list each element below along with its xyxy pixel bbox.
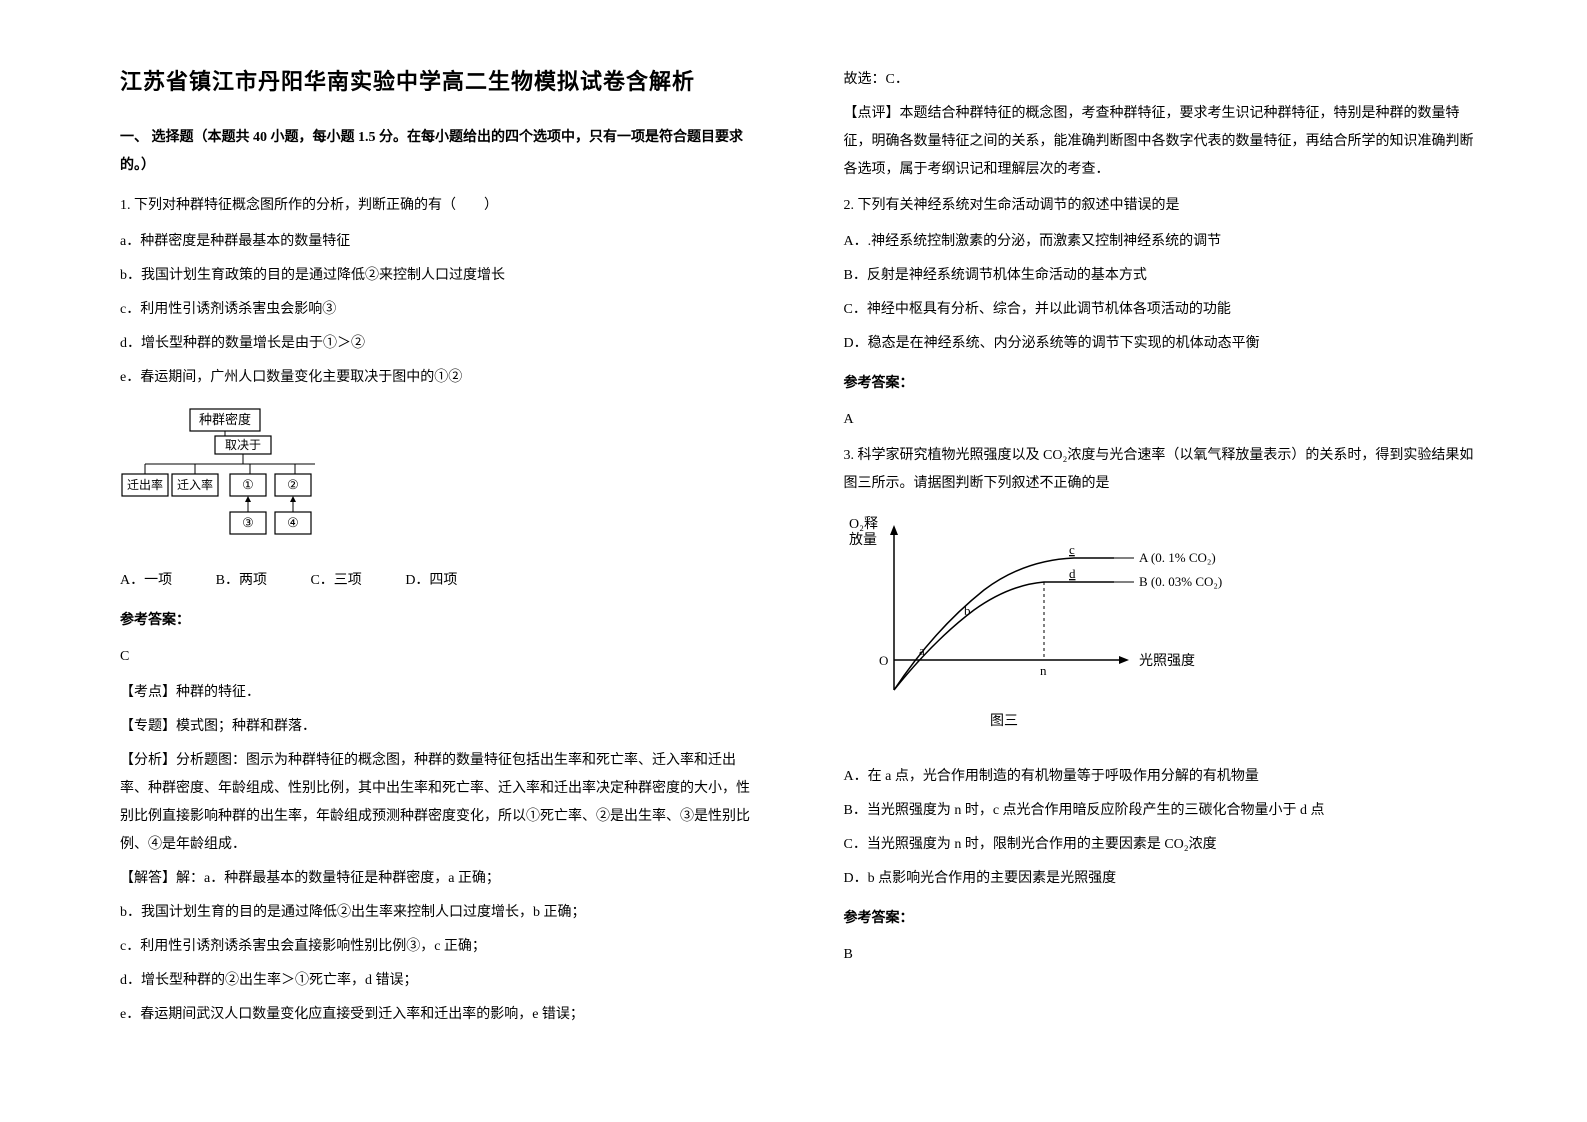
diagram-label-out: 迁出率 xyxy=(127,477,163,492)
q3-chart: O₂释 放量 光照强度 a b c d n O A (0. 1% CO₂) xyxy=(844,510,1488,751)
chart-point-a: a xyxy=(919,643,925,658)
q1-option-d: d．增长型种群的数量增长是由于①＞② xyxy=(120,330,764,358)
q1-choice-a: A．一项 xyxy=(120,567,172,595)
q1-option-e: e．春运期间，广州人口数量变化主要取决于图中的①② xyxy=(120,364,764,392)
chart-point-c: c xyxy=(1069,542,1075,557)
q3-stem: 3. 科学家研究植物光照强度以及 CO₂浓度与光合速率（以氧气释放量表示）的关系… xyxy=(844,442,1488,498)
q3-answer: B xyxy=(844,941,1488,969)
q1-answer: C xyxy=(120,643,764,671)
diagram-circle-3: ③ xyxy=(242,515,254,530)
q1-option-a: a．种群密度是种群最基本的数量特征 xyxy=(120,228,764,256)
q2-stem: 2. 下列有关神经系统对生命活动调节的叙述中错误的是 xyxy=(844,192,1488,220)
q3-option-b: B．当光照强度为 n 时，c 点光合作用暗反应阶段产生的三碳化合物量小于 d 点 xyxy=(844,797,1488,825)
q2-option-a: A．.神经系统控制激素的分泌，而激素又控制神经系统的调节 xyxy=(844,228,1488,256)
q1-option-c: c．利用性引诱剂诱杀害虫会影响③ xyxy=(120,296,764,324)
chart-point-n: n xyxy=(1040,663,1047,678)
q1-choice-d: D．四项 xyxy=(405,567,457,595)
q1-expl-1: 【考点】种群的特征． xyxy=(120,679,764,707)
q2-option-d: D．稳态是在神经系统、内分泌系统等的调节下实现的机体动态平衡 xyxy=(844,330,1488,358)
chart-ylabel-1: O₂释 xyxy=(849,516,878,532)
chart-caption: 图三 xyxy=(990,714,1018,729)
q1-choices: A．一项 B．两项 C．三项 D．四项 xyxy=(120,567,764,595)
q3-option-d: D．b 点影响光合作用的主要因素是光照强度 xyxy=(844,865,1488,893)
q1-expl-2: 【专题】模式图；种群和群落． xyxy=(120,713,764,741)
q3-option-c: C．当光照强度为 n 时，限制光合作用的主要因素是 CO₂浓度 xyxy=(844,831,1488,859)
diagram-circle-1: ① xyxy=(242,477,254,492)
q1-expl-7: d．增长型种群的②出生率＞①死亡率，d 错误； xyxy=(120,967,764,995)
chart-origin: O xyxy=(879,653,888,668)
chart-curve-a-label: A (0. 1% CO₂) xyxy=(1139,550,1216,565)
q1-expl-8: e．春运期间武汉人口数量变化应直接受到迁入率和迁出率的影响，e 错误； xyxy=(120,1001,764,1029)
diagram-circle-4: ④ xyxy=(287,515,299,530)
col2-p2: 【点评】本题结合种群特征的概念图，考查种群特征，要求考生识记种群特征，特别是种群… xyxy=(844,100,1488,184)
q2-option-c: C．神经中枢具有分析、综合，并以此调节机体各项活动的功能 xyxy=(844,296,1488,324)
q1-choice-b: B．两项 xyxy=(216,567,267,595)
q2-option-b: B．反射是神经系统调节机体生命活动的基本方式 xyxy=(844,262,1488,290)
q1-choice-c: C．三项 xyxy=(310,567,361,595)
q1-answer-label: 参考答案： xyxy=(120,607,764,635)
q2-answer: A xyxy=(844,406,1488,434)
q1-stem: 1. 下列对种群特征概念图所作的分析，判断正确的有（ ） xyxy=(120,192,764,220)
q1-diagram: 种群密度 取决于 迁出率 迁入率 ① ② xyxy=(120,404,764,555)
chart-point-d: d xyxy=(1069,566,1076,581)
q3-option-a: A．在 a 点，光合作用制造的有机物量等于呼吸作用分解的有机物量 xyxy=(844,763,1488,791)
q2-answer-label: 参考答案： xyxy=(844,370,1488,398)
diagram-label-top: 种群密度 xyxy=(199,412,251,427)
q1-expl-5: b．我国计划生育的目的是通过降低②出生率来控制人口过度增长，b 正确； xyxy=(120,899,764,927)
diagram-label-depend: 取决于 xyxy=(225,438,261,452)
chart-curve-b-label: B (0. 03% CO₂) xyxy=(1139,574,1222,589)
q1-expl-3: 【分析】分析题图：图示为种群特征的概念图，种群的数量特征包括出生率和死亡率、迁入… xyxy=(120,747,764,859)
q3-answer-label: 参考答案： xyxy=(844,905,1488,933)
q1-option-b: b．我国计划生育政策的目的是通过降低②来控制人口过度增长 xyxy=(120,262,764,290)
q1-expl-6: c．利用性引诱剂诱杀害虫会直接影响性别比例③，c 正确； xyxy=(120,933,764,961)
q1-expl-4: 【解答】解：a．种群最基本的数量特征是种群密度，a 正确； xyxy=(120,865,764,893)
section-header: 一、 选择题（本题共 40 小题，每小题 1.5 分。在每小题给出的四个选项中，… xyxy=(120,124,764,180)
diagram-circle-2: ② xyxy=(287,477,299,492)
chart-xlabel: 光照强度 xyxy=(1139,653,1195,669)
exam-title: 江苏省镇江市丹阳华南实验中学高二生物模拟试卷含解析 xyxy=(120,60,764,104)
chart-point-b: b xyxy=(964,603,971,618)
col2-p1: 故选：C． xyxy=(844,66,1488,94)
chart-ylabel-2: 放量 xyxy=(849,532,877,548)
diagram-label-in: 迁入率 xyxy=(177,477,213,492)
